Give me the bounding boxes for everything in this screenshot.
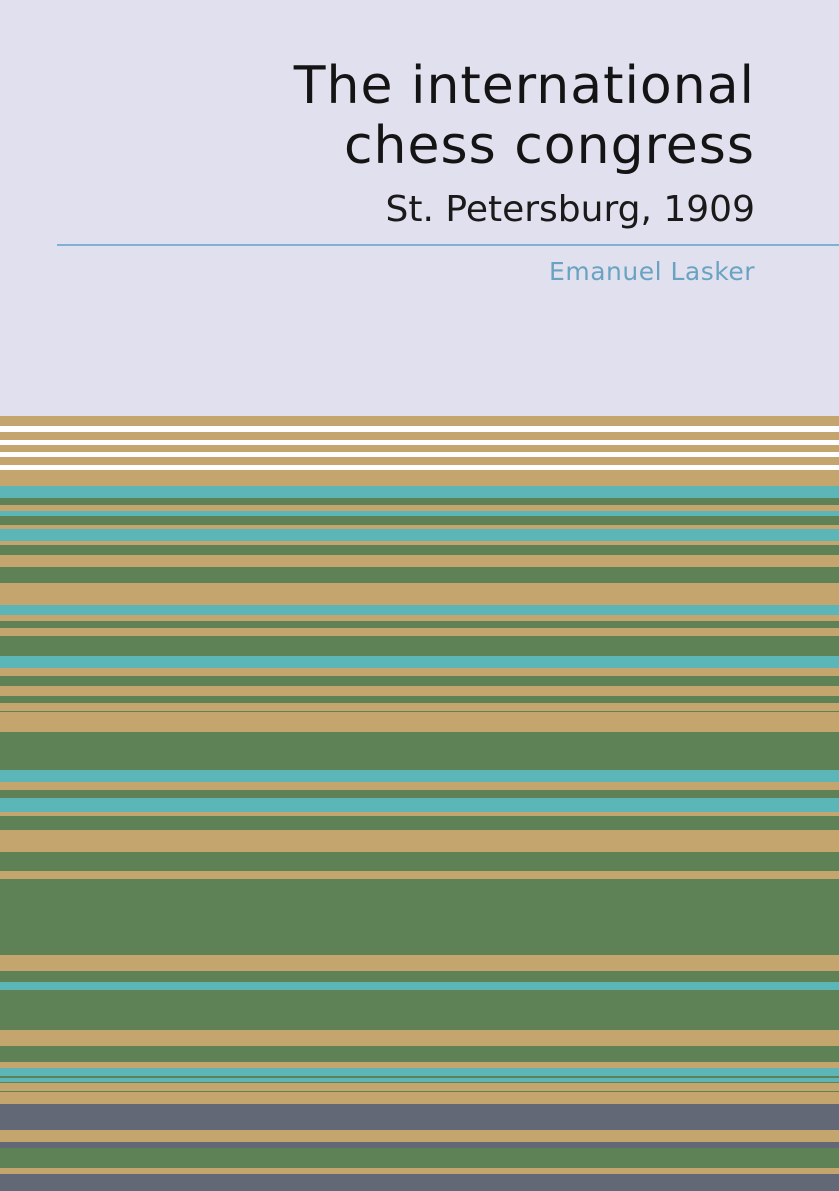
stripe	[0, 1092, 839, 1104]
stripe	[0, 511, 839, 516]
divider	[57, 244, 839, 246]
stripe	[0, 615, 839, 621]
stripe	[0, 703, 839, 711]
stripe	[0, 656, 839, 668]
stripe	[0, 505, 839, 511]
stripe	[0, 1168, 839, 1174]
stripe	[0, 1062, 839, 1068]
stripe	[0, 465, 839, 470]
stripe	[0, 982, 839, 990]
stripe	[0, 1078, 839, 1082]
stripe	[0, 541, 839, 545]
stripe	[0, 529, 839, 541]
stripe	[0, 432, 839, 440]
stripe	[0, 955, 839, 971]
stripe	[0, 1130, 839, 1142]
stripe	[0, 782, 839, 790]
stripe	[0, 1030, 839, 1046]
stripe	[0, 1068, 839, 1076]
stripe	[0, 589, 839, 605]
stripe	[0, 830, 839, 852]
stripe	[0, 686, 839, 696]
stripe	[0, 812, 839, 816]
stripe	[0, 798, 839, 812]
stripe	[0, 1083, 839, 1091]
title-line: chess congress	[343, 116, 755, 176]
stripe	[0, 668, 839, 676]
stripe	[0, 426, 839, 432]
author: Emanuel Lasker	[549, 257, 755, 286]
stripe	[0, 712, 839, 732]
stripe	[0, 1142, 839, 1148]
subtitle: St. Petersburg, 1909	[385, 189, 755, 230]
title-line: The international	[293, 56, 755, 116]
stripe	[0, 1174, 839, 1191]
stripe	[0, 445, 839, 452]
stripe	[0, 416, 839, 426]
stripe	[0, 628, 839, 636]
stripe	[0, 440, 839, 445]
stripe	[0, 871, 839, 879]
stripe	[0, 605, 839, 615]
stripe-band	[0, 416, 839, 1191]
stripe	[0, 452, 839, 457]
stripe	[0, 470, 839, 486]
stripe	[0, 457, 839, 465]
stripe	[0, 1104, 839, 1130]
stripe	[0, 525, 839, 529]
stripe	[0, 555, 839, 567]
stripe	[0, 486, 839, 498]
stripe	[0, 770, 839, 782]
stripe	[0, 583, 839, 589]
